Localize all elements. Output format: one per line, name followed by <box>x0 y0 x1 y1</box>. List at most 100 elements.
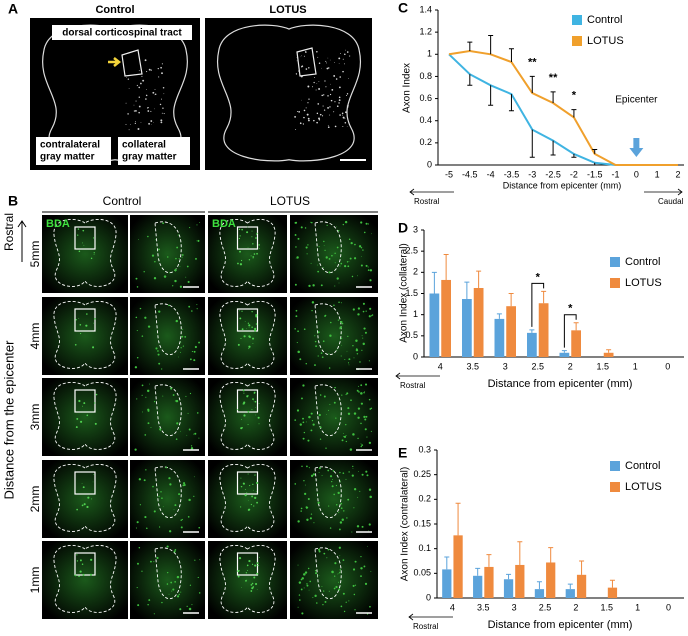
signal-speck <box>308 415 311 419</box>
signal-speck <box>189 584 192 586</box>
signal-speck <box>308 284 311 288</box>
column-title: LOTUS <box>269 4 306 16</box>
legend-swatch <box>610 482 620 492</box>
signal-speck <box>333 75 336 77</box>
signal-speck <box>327 126 330 129</box>
signal-speck <box>312 597 314 598</box>
signal-speck <box>334 285 336 287</box>
signal-speck <box>338 282 340 284</box>
signal-speck <box>357 496 359 498</box>
legend-label: LOTUS <box>625 277 662 289</box>
signal-speck <box>252 337 255 340</box>
signal-speck <box>302 417 304 420</box>
signal-speck <box>252 400 254 402</box>
signal-speck <box>93 402 96 404</box>
signal-speck <box>319 394 322 396</box>
signal-speck <box>154 93 157 96</box>
signal-speck <box>179 608 182 611</box>
y-tick-label: 1.2 <box>419 27 432 37</box>
x-tick-label: 1.5 <box>601 602 614 612</box>
signal-speck <box>318 574 320 576</box>
signal-speck <box>326 224 328 227</box>
signal-speck <box>339 555 341 557</box>
signal-speck <box>345 601 347 603</box>
signal-speck <box>189 358 192 361</box>
signal-speck <box>253 391 256 394</box>
signal-speck <box>352 433 355 436</box>
signal-speck <box>240 259 243 262</box>
signal-speck <box>327 469 330 472</box>
signal-speck <box>165 517 166 519</box>
signal-speck <box>345 423 347 426</box>
signal-speck <box>178 356 180 358</box>
direction-arrow <box>408 613 453 621</box>
signal-speck <box>331 481 333 483</box>
bar <box>442 569 452 598</box>
signal-speck <box>136 398 138 400</box>
signal-speck <box>330 321 332 324</box>
signal-speck <box>160 491 162 493</box>
error-bar <box>561 350 567 353</box>
signal-speck <box>310 429 313 432</box>
signal-speck <box>252 586 255 588</box>
signal-speck <box>241 427 243 429</box>
signal-speck <box>329 404 331 405</box>
signal-speck <box>365 310 367 312</box>
signal-speck <box>308 467 310 469</box>
tract-outline <box>314 466 342 518</box>
micrograph <box>290 541 378 619</box>
signal-speck <box>367 223 369 225</box>
signal-speck <box>312 284 315 287</box>
column-title: LOTUS <box>270 194 310 208</box>
signal-speck <box>318 62 321 65</box>
signal-speck <box>180 430 181 432</box>
signal-speck <box>246 328 247 330</box>
signal-speck <box>306 465 308 468</box>
signal-speck <box>317 56 319 58</box>
signal-speck <box>248 559 251 563</box>
signal-speck <box>237 570 240 573</box>
signal-speck <box>139 504 141 506</box>
signal-speck <box>143 271 145 273</box>
signal-speck <box>364 428 367 431</box>
signal-speck <box>348 261 350 262</box>
direction-label: Rostral <box>2 213 16 251</box>
signal-speck <box>329 59 331 61</box>
signal-speck <box>255 237 257 239</box>
cord-outline <box>42 24 188 162</box>
y-tick-label: 0 <box>426 592 431 602</box>
signal-speck <box>325 256 328 259</box>
signal-speck <box>365 470 368 473</box>
signal-speck <box>307 85 310 88</box>
micrograph <box>130 541 205 619</box>
legend-swatch <box>572 15 582 25</box>
signal-speck <box>133 104 135 106</box>
marker-label: Epicenter <box>615 95 658 106</box>
signal-speck <box>136 562 139 565</box>
signal-speck <box>240 506 242 508</box>
signal-speck <box>255 323 258 325</box>
region-label: collateral <box>122 140 166 151</box>
signal-speck <box>311 301 315 304</box>
signal-speck <box>338 102 340 104</box>
signal-speck <box>353 412 357 415</box>
signal-speck <box>339 86 341 89</box>
signal-speck <box>172 588 175 591</box>
signal-speck <box>251 582 254 585</box>
signal-speck <box>170 387 173 390</box>
signal-speck <box>250 590 253 592</box>
error-bar <box>444 556 450 570</box>
signal-speck <box>319 548 321 549</box>
signal-speck <box>340 52 342 54</box>
signal-speck <box>157 350 159 352</box>
signal-speck <box>335 78 338 80</box>
signal-speck <box>80 420 83 423</box>
panel-letter: A <box>8 1 18 17</box>
signal-speck <box>94 422 97 425</box>
signal-speck <box>354 584 357 586</box>
signal-speck <box>148 599 151 601</box>
signal-speck <box>240 485 243 488</box>
signal-speck <box>340 262 343 265</box>
signal-speck <box>239 250 241 253</box>
signal-speck <box>138 105 141 108</box>
